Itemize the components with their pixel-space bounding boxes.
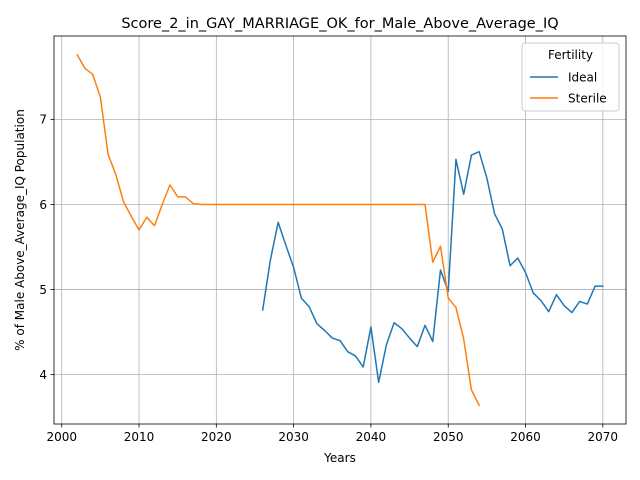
legend: Fertility Ideal Sterile (521, 42, 620, 112)
legend-items: Ideal Sterile (530, 70, 607, 105)
x-axis-label: Years (323, 451, 356, 465)
x-tick-label: 2010 (124, 430, 155, 444)
plot-frame (53, 35, 627, 425)
y-tick-label: 5 (39, 283, 47, 297)
x-tick-label: 2070 (588, 430, 619, 444)
series-line-ideal (261, 150, 604, 384)
x-tick-label: 2050 (433, 430, 464, 444)
legend-label-ideal: Ideal (568, 70, 597, 84)
y-tick-label: 6 (39, 198, 47, 212)
axis-ticks: 2000 2010 2020 2030 2040 2050 2060 2070 4 5 6 7 (39, 113, 618, 444)
chart-title: Score_2_in_GAY_MARRIAGE_OK_for_Male_Abov… (121, 16, 558, 32)
legend-box (521, 42, 620, 112)
x-tick-label: 2000 (46, 430, 77, 444)
series-line-sterile (76, 53, 481, 407)
y-tick-label: 4 (39, 368, 47, 382)
legend-label-sterile: Sterile (568, 91, 607, 105)
y-tick-label: 7 (39, 113, 47, 127)
legend-title: Fertility (548, 48, 593, 62)
x-tick-label: 2060 (510, 430, 541, 444)
x-tick-label: 2030 (278, 430, 309, 444)
x-tick-label: 2040 (356, 430, 387, 444)
x-tick-label: 2020 (201, 430, 232, 444)
grid (54, 36, 626, 424)
series-lines (76, 53, 604, 407)
y-axis-label: % of Male Above_Average_IQ Population (13, 109, 27, 351)
